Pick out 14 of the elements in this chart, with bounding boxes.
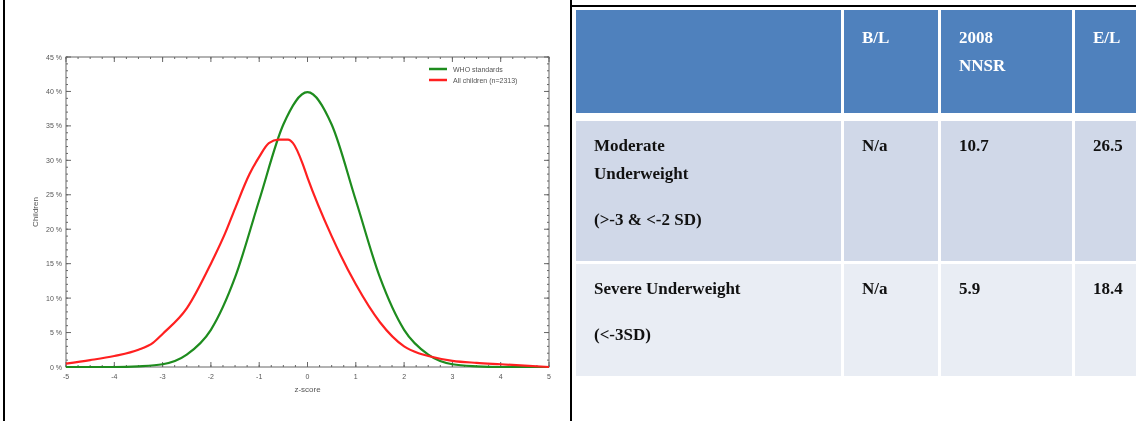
text: 5.9 bbox=[959, 279, 981, 298]
text: N/a bbox=[862, 279, 888, 298]
text: N/a bbox=[862, 136, 888, 155]
category-label: Moderate Underweight (>-3 & <-2 SD) bbox=[594, 136, 702, 229]
text: 10.7 bbox=[959, 136, 989, 155]
x-axis-title: z-score bbox=[294, 385, 322, 394]
text: 18.4 bbox=[1093, 279, 1123, 298]
category-label: E/L bbox=[1093, 28, 1121, 47]
category-label: B/L bbox=[862, 28, 890, 47]
y-axis-title: Children bbox=[31, 197, 40, 227]
category-label: Severe Underweight (<-3SD) bbox=[594, 279, 741, 344]
category-label: 2008 NNSR bbox=[959, 28, 1007, 75]
line-series bbox=[64, 138, 551, 369]
text: 26.5 bbox=[1093, 136, 1123, 155]
